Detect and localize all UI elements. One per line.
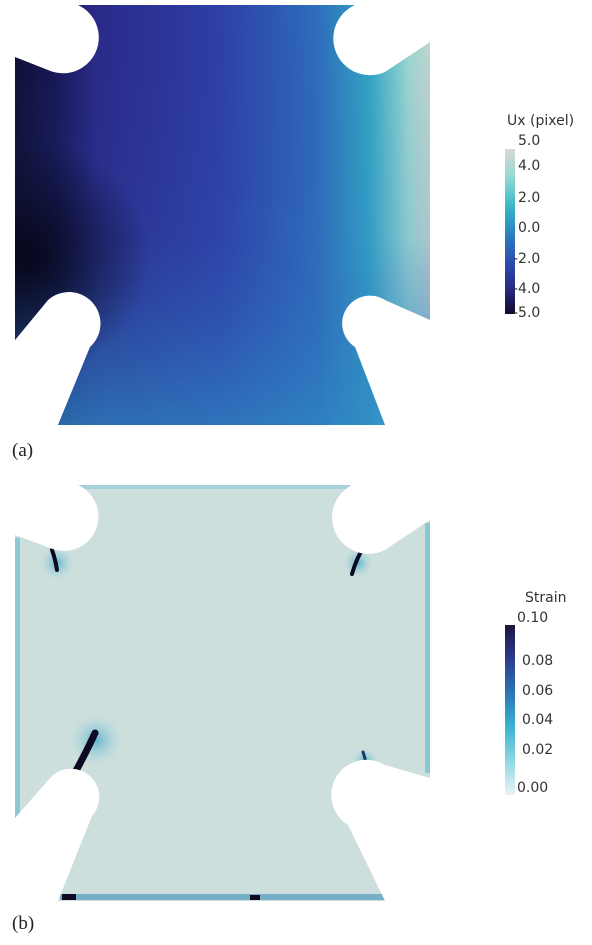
colorbar-ux: Ux (pixel) 5.0 4.0 2.0 0.0 -2.0 -4.0 -5.…: [495, 113, 590, 328]
colorbar-strain-bar: [505, 625, 515, 795]
colorbar-strain-tick: 0.02: [522, 742, 554, 758]
caption-b: (b): [12, 913, 35, 934]
colorbar-strain-tick: 0.10: [517, 610, 549, 626]
colorbar-ux-tick: 4.0: [518, 158, 541, 174]
colorbar-ux-tick: 0.0: [518, 220, 541, 236]
colorbar-ux-tick: 5.0: [518, 133, 541, 149]
colorbar-ux-tick: -4.0: [513, 281, 541, 297]
colorbar-strain-tick: 0.06: [522, 683, 554, 699]
colorbar-strain-tick: 0.00: [517, 780, 549, 796]
colorbar-ux-bar: [505, 149, 515, 314]
strain-map-panel: [0, 478, 440, 910]
colorbar-strain: Strain 0.10 0.08 0.06 0.04 0.02 0.00: [495, 590, 590, 805]
caption-a: (a): [12, 440, 34, 461]
colorbar-strain-title: Strain: [525, 590, 567, 606]
colorbar-ux-tick: -2.0: [513, 251, 541, 267]
colorbar-ux-title: Ux (pixel): [507, 113, 575, 129]
colorbar-strain-tick: 0.08: [522, 653, 554, 669]
colorbar-strain-tick: 0.04: [522, 712, 554, 728]
displacement-map-panel: [0, 0, 440, 430]
displacement-map: [15, 5, 430, 425]
strain-map: [15, 485, 430, 901]
colorbar-ux-tick: 2.0: [518, 190, 541, 206]
colorbar-ux-tick: -5.0: [513, 305, 541, 321]
